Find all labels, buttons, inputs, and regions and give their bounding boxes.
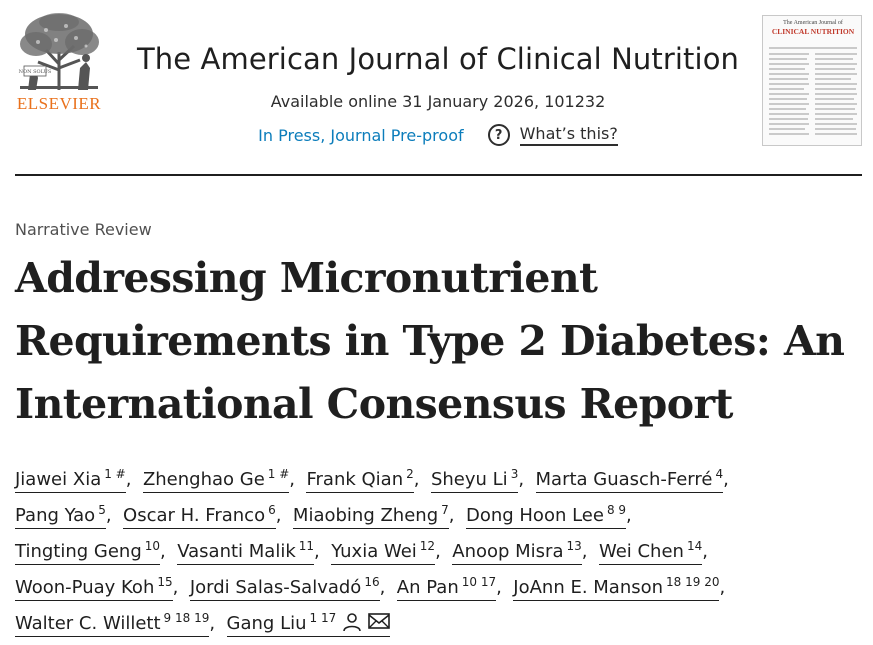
whats-this-button[interactable]: ? What’s this? bbox=[487, 124, 618, 146]
author-name: Sheyu Li bbox=[430, 469, 508, 490]
author-name: Walter C. Willett bbox=[15, 613, 161, 634]
author-affiliation: 16 bbox=[364, 575, 380, 589]
article-title: Addressing Micronutrient Requirements in… bbox=[15, 247, 865, 436]
author-affiliation: 8 9 bbox=[606, 503, 627, 517]
author-name: Frank Qian bbox=[306, 469, 404, 490]
author-link[interactable]: Woon-Puay Koh 15 bbox=[15, 575, 173, 601]
author-affiliation: 1 17 bbox=[309, 611, 337, 625]
author-link[interactable]: Wei Chen 14 bbox=[598, 539, 703, 565]
author-affiliation: 11 bbox=[298, 539, 315, 553]
author-icons bbox=[342, 612, 391, 632]
author-link[interactable]: Oscar H. Franco 6 bbox=[123, 503, 276, 529]
journal-title[interactable]: The American Journal of Clinical Nutriti… bbox=[136, 42, 740, 76]
author-link[interactable]: Anoop Misra 13 bbox=[452, 539, 582, 565]
journal-cover-thumbnail[interactable]: The American Journal of CLINICAL NUTRITI… bbox=[762, 15, 862, 146]
elsevier-logo[interactable]: NON SOLUS ELSEVIER bbox=[14, 12, 104, 113]
author-name: Jordi Salas-Salvadó bbox=[189, 577, 362, 598]
author-name: An Pan bbox=[396, 577, 459, 598]
journal-header: NON SOLUS ELSEVIER The American Journal … bbox=[0, 0, 873, 176]
author-list: Jiawei Xia 1 #, Zhenghao Ge 1 #, Frank Qia… bbox=[15, 462, 865, 642]
author-affiliation: 6 bbox=[268, 503, 276, 517]
author-name: Woon-Puay Koh bbox=[15, 577, 155, 598]
author-affiliation: 1 # bbox=[104, 467, 126, 481]
author-name: Oscar H. Franco bbox=[123, 505, 266, 526]
author-link[interactable]: Pang Yao 5 bbox=[15, 503, 106, 529]
author-link[interactable]: Walter C. Willett 9 18 19 bbox=[15, 611, 210, 637]
author-name: Tingting Geng bbox=[15, 541, 142, 562]
author-affiliation: 10 bbox=[144, 539, 161, 553]
author-affiliation: 7 bbox=[441, 503, 449, 517]
elsevier-tree-icon: NON SOLUS bbox=[19, 13, 99, 90]
article-title-line: Addressing Micronutrient bbox=[15, 254, 598, 302]
author-name: JoAnn E. Manson bbox=[513, 577, 664, 598]
author-affiliation: 18 19 20 bbox=[666, 575, 720, 589]
cover-masthead: The American Journal of bbox=[783, 20, 843, 26]
person-icon[interactable] bbox=[342, 612, 362, 632]
author-name: Marta Guasch-Ferré bbox=[535, 469, 713, 490]
author-affiliation: 12 bbox=[419, 539, 436, 553]
in-press-link[interactable]: In Press, Journal Pre-proof bbox=[258, 125, 464, 145]
author-affiliation: 15 bbox=[157, 575, 173, 589]
svg-text:NON SOLUS: NON SOLUS bbox=[19, 69, 52, 75]
author-link[interactable]: Marta Guasch-Ferré 4 bbox=[535, 467, 724, 493]
author-affiliation: 10 17 bbox=[461, 575, 497, 589]
cover-title: CLINICAL NUTRITION bbox=[771, 27, 855, 36]
author-affiliation: 1 # bbox=[267, 467, 290, 481]
author-affiliation: 4 bbox=[715, 467, 724, 481]
author-affiliation: 9 18 19 bbox=[163, 611, 210, 625]
author-link[interactable]: Jordi Salas-Salvadó 16 bbox=[189, 575, 380, 601]
author-link[interactable]: Dong Hoon Lee 8 9 bbox=[465, 503, 627, 529]
author-name: Yuxia Wei bbox=[331, 541, 417, 562]
author-name: Gang Liu bbox=[226, 613, 307, 634]
header-divider bbox=[15, 174, 862, 176]
author-name: Miaobing Zheng bbox=[292, 505, 439, 526]
author-link[interactable]: Vasanti Malik 11 bbox=[177, 539, 315, 565]
article-type: Narrative Review bbox=[15, 220, 152, 239]
author-link[interactable]: An Pan 10 17 bbox=[396, 575, 497, 601]
author-name: Anoop Misra bbox=[452, 541, 564, 562]
article-title-line: International Consensus Report bbox=[15, 380, 733, 428]
envelope-icon[interactable] bbox=[368, 612, 391, 630]
author-name: Dong Hoon Lee bbox=[465, 505, 604, 526]
author-name: Pang Yao bbox=[15, 505, 96, 526]
author-link[interactable]: Zhenghao Ge 1 # bbox=[142, 467, 290, 493]
article-title-line: Requirements in Type 2 Diabetes: An bbox=[15, 317, 845, 365]
author-name: Jiawei Xia bbox=[15, 469, 102, 490]
author-link[interactable]: Jiawei Xia 1 # bbox=[15, 467, 126, 493]
author-link[interactable]: Sheyu Li 3 bbox=[430, 467, 519, 493]
publisher-name: ELSEVIER bbox=[16, 94, 102, 113]
author-name: Vasanti Malik bbox=[177, 541, 296, 562]
author-link[interactable]: JoAnn E. Manson 18 19 20 bbox=[513, 575, 720, 601]
cover-text-lines bbox=[769, 47, 857, 135]
author-name: Zhenghao Ge bbox=[142, 469, 265, 490]
availability-date: Available online 31 January 2026, 101232 bbox=[270, 92, 606, 111]
author-affiliation: 13 bbox=[566, 539, 582, 553]
author-link[interactable]: Frank Qian 2 bbox=[306, 467, 414, 493]
author-affiliation: 14 bbox=[686, 539, 703, 553]
corresponding-author-link[interactable]: Gang Liu 1 17 bbox=[226, 611, 391, 637]
author-affiliation: 3 bbox=[510, 467, 519, 481]
question-circle-icon: ? bbox=[487, 124, 510, 146]
author-link[interactable]: Tingting Geng 10 bbox=[15, 539, 161, 565]
author-affiliation: 5 bbox=[98, 503, 106, 517]
author-link[interactable]: Miaobing Zheng 7 bbox=[292, 503, 449, 529]
status-row: In Press, Journal Pre-proof ? What’s thi… bbox=[118, 122, 758, 148]
author-name: Wei Chen bbox=[598, 541, 684, 562]
author-link[interactable]: Yuxia Wei 12 bbox=[331, 539, 436, 565]
whats-this-label: What’s this? bbox=[519, 124, 618, 146]
author-affiliation: 2 bbox=[406, 467, 414, 481]
